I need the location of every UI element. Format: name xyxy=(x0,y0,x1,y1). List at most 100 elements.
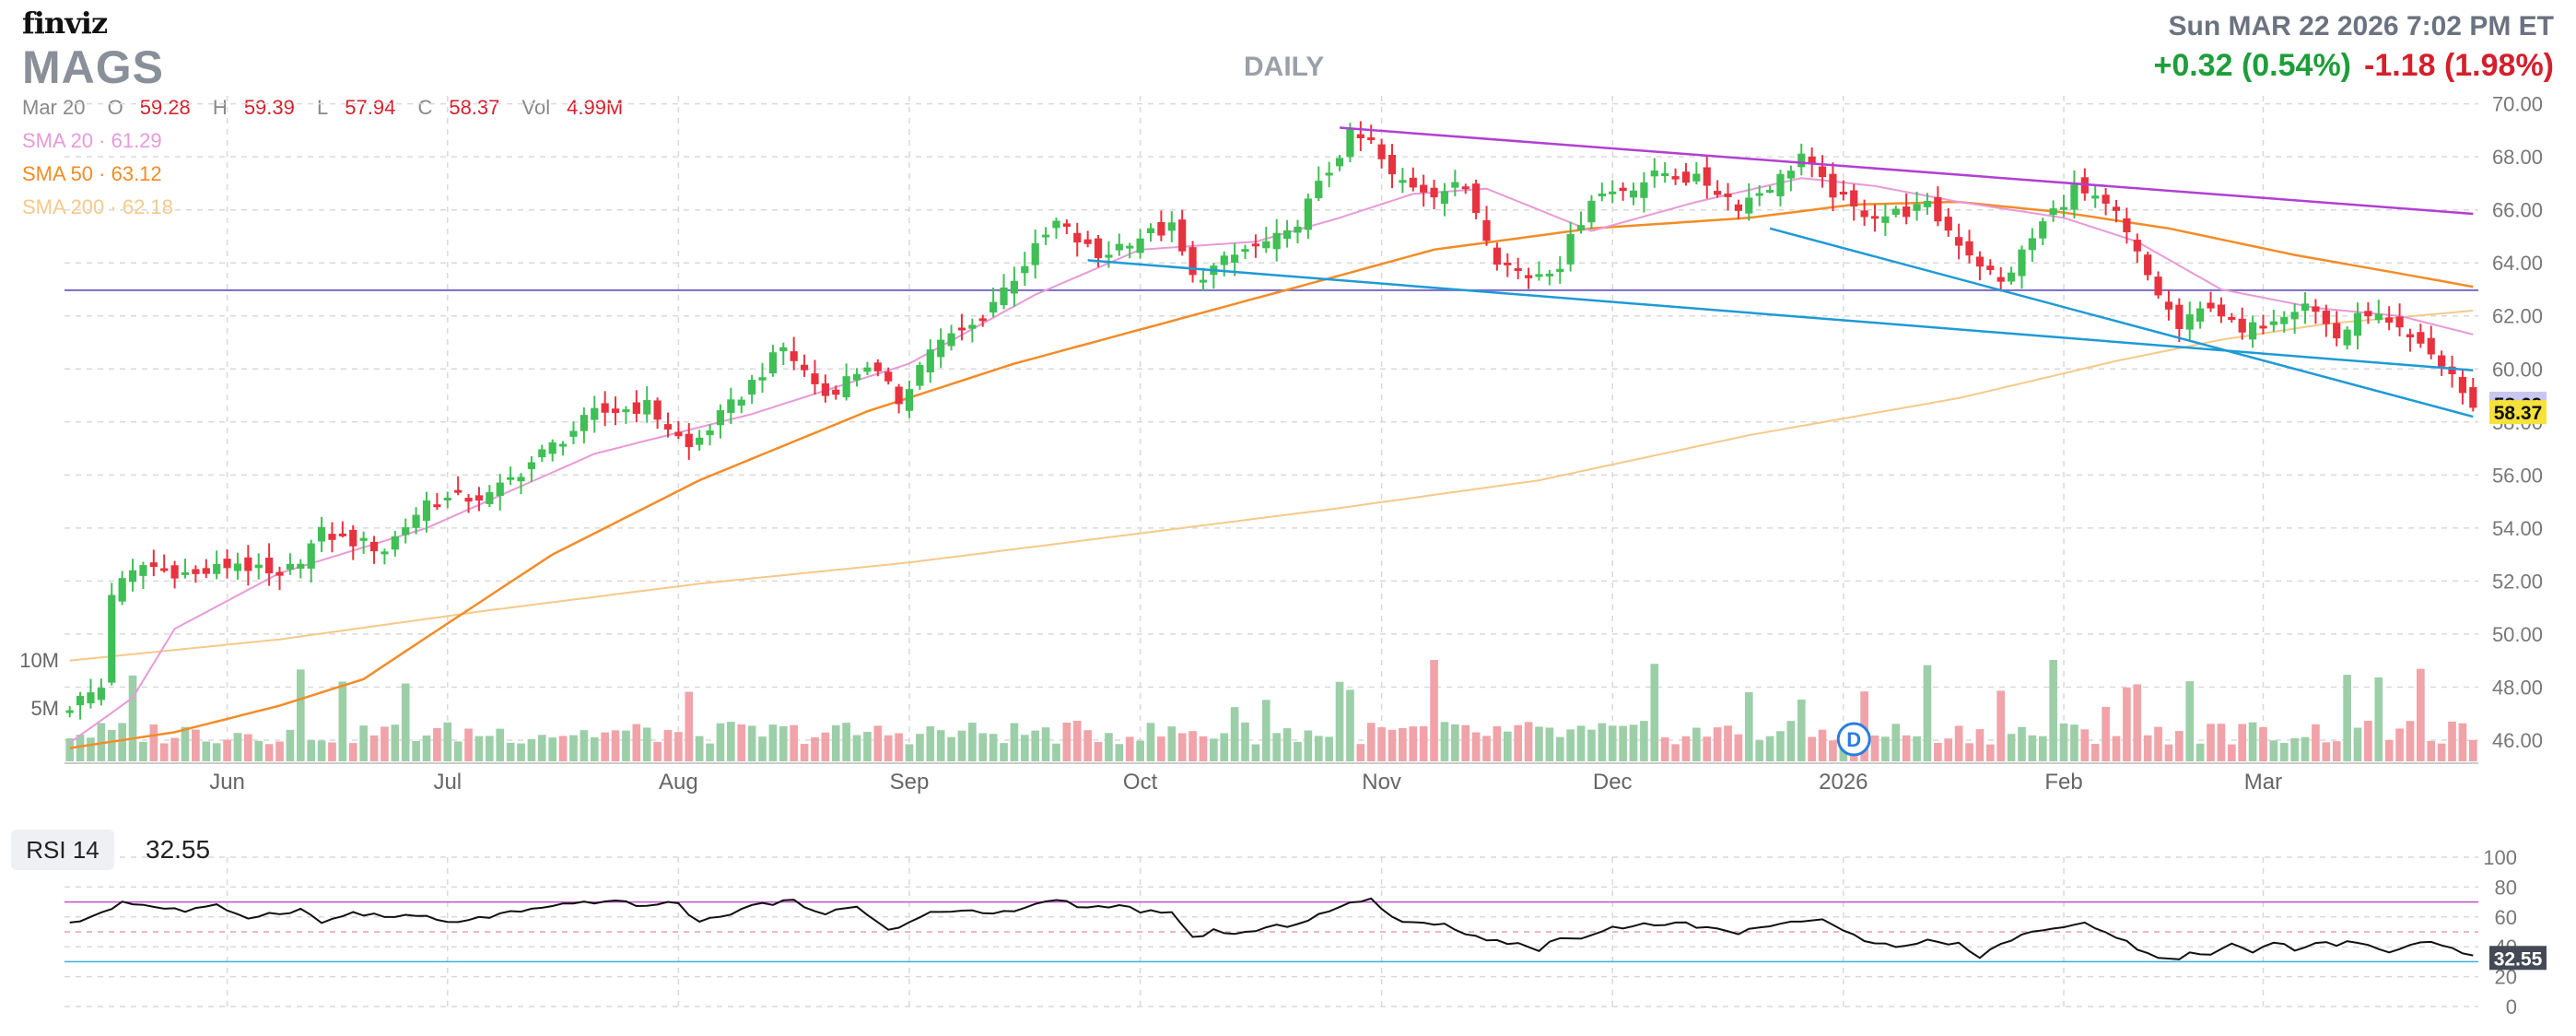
volume-bar xyxy=(1493,726,1502,761)
sma20-legend[interactable]: SMA 20 · 61.29 xyxy=(22,129,162,152)
volume-bar xyxy=(916,734,924,761)
volume-bar xyxy=(737,724,746,761)
rsi-tick-label: 60 xyxy=(2495,906,2517,929)
candle-body xyxy=(1870,216,1879,219)
ohlc-open: O 59.28 xyxy=(107,96,191,119)
x-tick-label: Sep xyxy=(890,770,930,795)
candle-body xyxy=(1755,193,1763,196)
candle-body xyxy=(381,551,389,555)
volume-bar xyxy=(1692,727,1701,761)
rsi-indicator-label[interactable]: RSI 14 xyxy=(11,830,114,870)
candle-body xyxy=(1681,171,1691,183)
finviz-logo[interactable]: finviz xyxy=(22,6,108,41)
volume-bar xyxy=(537,735,546,761)
volume-bar xyxy=(1041,727,1050,761)
volume-bar xyxy=(2395,728,2404,761)
volume-bar xyxy=(1576,725,1586,761)
candle-body xyxy=(2018,249,2026,277)
candle-body xyxy=(1178,219,1187,252)
volume-bar xyxy=(548,737,557,761)
candle-body xyxy=(1272,232,1281,250)
volume-bar xyxy=(506,742,515,761)
candle-body xyxy=(779,347,788,352)
candle-body xyxy=(632,402,640,414)
volume-bar xyxy=(1985,744,1995,761)
candle-body xyxy=(128,570,137,583)
candle-body xyxy=(852,373,861,381)
candle-body xyxy=(391,536,399,550)
volume-bar xyxy=(2458,723,2467,761)
volume-bar xyxy=(1870,735,1879,761)
candle-body xyxy=(170,565,179,579)
volume-bar xyxy=(1409,726,1418,761)
volume-bar xyxy=(632,724,641,761)
candle-body xyxy=(1188,247,1197,276)
volume-bar xyxy=(328,742,336,761)
candle-body xyxy=(1965,241,1973,256)
rsi-value-tag: 32.55 xyxy=(2494,948,2543,970)
volume-bar xyxy=(1052,743,1060,761)
volume-bar xyxy=(453,741,463,761)
volume-bar xyxy=(2028,735,2037,761)
candle-body xyxy=(65,710,74,713)
candle-body xyxy=(76,696,85,706)
candle-body xyxy=(1776,173,1785,196)
volume-bar xyxy=(1272,733,1282,761)
volume-bar xyxy=(65,737,75,761)
candle-body xyxy=(1199,279,1208,283)
volume-bar xyxy=(1125,736,1134,761)
candle-body xyxy=(1294,226,1302,233)
volume-bar xyxy=(1734,734,1743,761)
volume-bar xyxy=(968,723,977,761)
candle-body xyxy=(768,352,778,374)
candle-body xyxy=(2007,272,2016,282)
volume-bar xyxy=(181,726,190,761)
candle-body xyxy=(422,500,431,522)
trendline xyxy=(1769,227,2474,418)
y-tick-label: 68.00 xyxy=(2492,146,2543,169)
candle-body xyxy=(685,433,693,448)
candle-body xyxy=(223,559,231,569)
candle-body xyxy=(2164,301,2173,310)
price-change: +0.32 (0.54%) -1.18 (1.98%) xyxy=(2153,48,2554,84)
volume-bar xyxy=(1671,744,1680,761)
candle-body xyxy=(1629,190,1638,198)
volume-bar xyxy=(348,743,357,761)
sma50-legend[interactable]: SMA 50 · 63.12 xyxy=(22,162,162,185)
x-tick-label: Feb xyxy=(2044,770,2082,795)
x-tick-label: 2026 xyxy=(1819,770,1868,795)
ohlc-low: L 57.94 xyxy=(317,96,396,119)
volume-bar xyxy=(747,725,756,761)
candle-body xyxy=(1126,245,1134,249)
volume-bar xyxy=(1451,724,1459,761)
candle-body xyxy=(1010,280,1019,294)
volume-bar xyxy=(1115,744,1124,761)
candle-body xyxy=(1839,192,1847,195)
volume-bar xyxy=(695,736,704,761)
volume-bar xyxy=(1765,736,1774,761)
chart-period-label: DAILY xyxy=(1244,52,1325,82)
y-tick-label: 54.00 xyxy=(2492,517,2543,540)
candle-body xyxy=(202,568,210,574)
volume-tick-label: 5M xyxy=(30,697,59,720)
candle-body xyxy=(2385,317,2394,324)
volume-bar xyxy=(2143,735,2152,761)
candle-body xyxy=(2312,306,2320,312)
volume-bar xyxy=(2007,734,2016,761)
candle-body xyxy=(569,430,578,437)
volume-bar xyxy=(2123,687,2131,761)
volume-bar xyxy=(611,730,620,761)
sma200-legend[interactable]: SMA 200 · 62.18 xyxy=(22,195,173,218)
x-tick-label: Jun xyxy=(209,770,245,795)
candle-body xyxy=(1493,247,1502,265)
volume-bar xyxy=(2437,743,2446,761)
volume-bar xyxy=(1325,736,1333,761)
candle-body xyxy=(2269,321,2277,325)
candle-body xyxy=(1094,238,1103,259)
candle-body xyxy=(2207,302,2215,309)
y-tick-label: 64.00 xyxy=(2492,252,2543,275)
candle-body xyxy=(989,301,998,313)
volume-tick-label: 10M xyxy=(19,649,59,672)
candle-body xyxy=(1472,183,1481,214)
